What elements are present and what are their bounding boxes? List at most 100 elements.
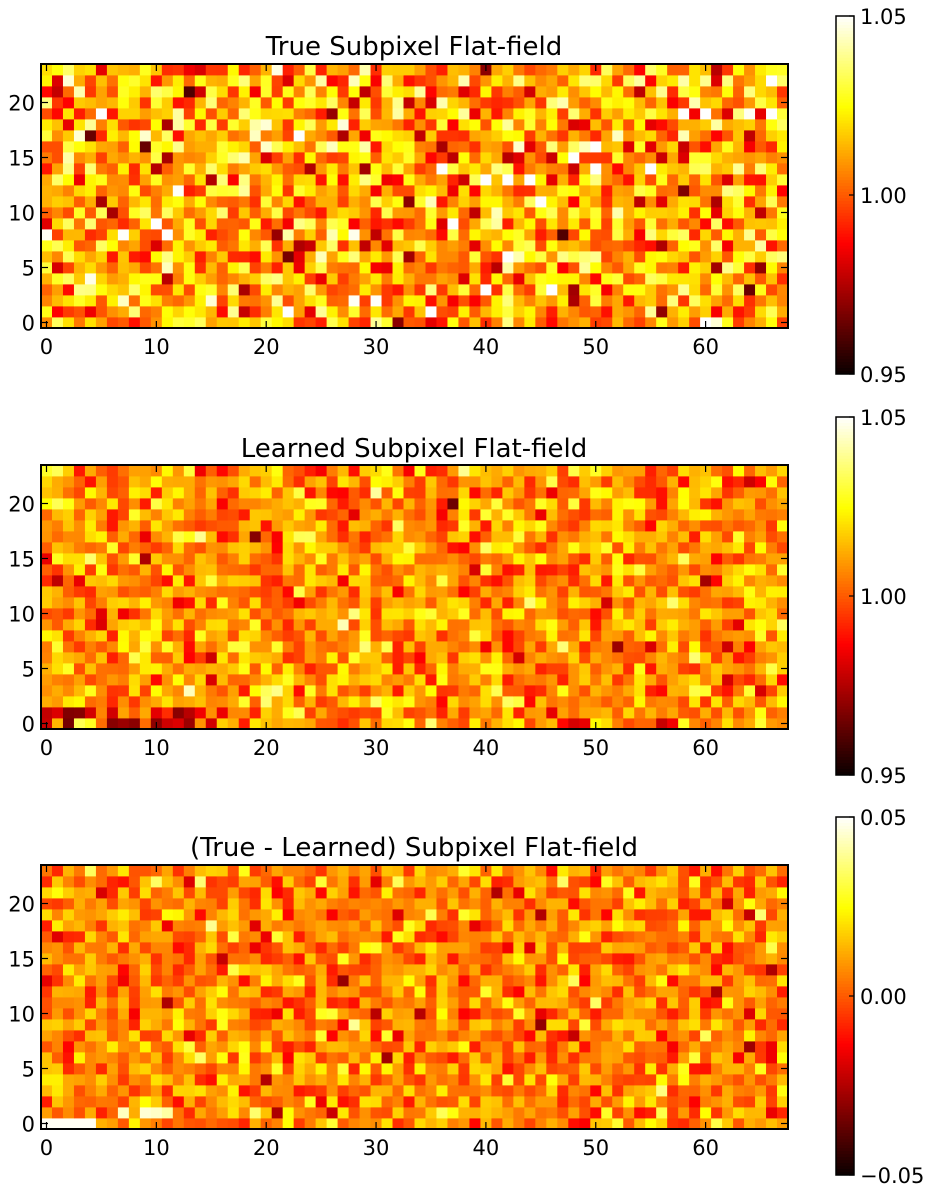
- heatmap-cell: [315, 130, 328, 142]
- heatmap-cell: [161, 207, 174, 219]
- heatmap-cell: [645, 317, 657, 329]
- heatmap-cell: [227, 284, 240, 296]
- heatmap-cell: [106, 942, 119, 954]
- heatmap-cell: [733, 185, 745, 197]
- heatmap-cell: [205, 586, 218, 598]
- heatmap-cell: [238, 498, 251, 510]
- heatmap-cell: [62, 920, 75, 932]
- colorbar-segment: [836, 503, 854, 507]
- heatmap-cell: [172, 141, 185, 153]
- heatmap-cell: [579, 542, 591, 554]
- heatmap-cell: [51, 986, 64, 998]
- heatmap-cell: [238, 487, 251, 499]
- heatmap-cell: [667, 284, 679, 296]
- heatmap-cell: [282, 1019, 295, 1031]
- heatmap-cell: [260, 97, 273, 109]
- heatmap-cell: [755, 986, 767, 998]
- heatmap-cell: [722, 685, 734, 697]
- heatmap-cell: [260, 86, 273, 98]
- heatmap-cell: [117, 273, 130, 285]
- heatmap-cell: [51, 663, 64, 675]
- heatmap-cell: [51, 1118, 64, 1130]
- heatmap-cell: [205, 97, 218, 109]
- heatmap-cell: [271, 273, 284, 285]
- heatmap-cell: [392, 64, 404, 76]
- colorbar-segment: [836, 293, 854, 297]
- heatmap-cell: [557, 498, 569, 510]
- heatmap-cell: [755, 975, 767, 987]
- heatmap-cell: [271, 498, 284, 510]
- heatmap-cell: [711, 196, 723, 208]
- colorbar-segment: [836, 48, 854, 53]
- heatmap-cell: [205, 674, 218, 686]
- heatmap-cell: [755, 97, 767, 109]
- heatmap-cell: [150, 975, 163, 987]
- heatmap-cell: [260, 696, 273, 708]
- heatmap-cell: [722, 553, 734, 565]
- heatmap-cell: [436, 465, 448, 477]
- heatmap-cell: [95, 542, 108, 554]
- heatmap-cell: [293, 75, 306, 87]
- heatmap-cell: [557, 564, 569, 576]
- heatmap-cell: [623, 273, 635, 285]
- heatmap-cell: [535, 696, 547, 708]
- heatmap-cell: [469, 964, 481, 976]
- heatmap-cell: [117, 509, 130, 521]
- heatmap-cell: [645, 520, 657, 532]
- heatmap-cell: [238, 1019, 251, 1031]
- colorbar-segment: [836, 718, 854, 722]
- heatmap-cell: [139, 953, 152, 965]
- heatmap-cell: [238, 674, 251, 686]
- heatmap-cell: [128, 317, 141, 329]
- heatmap-cell: [436, 1041, 448, 1053]
- heatmap-cell: [777, 1085, 789, 1097]
- heatmap-cell: [546, 663, 558, 675]
- colorbar-segment: [836, 721, 854, 725]
- heatmap-cell: [359, 1096, 371, 1108]
- heatmap-cell: [150, 986, 163, 998]
- heatmap-cell: [777, 1030, 789, 1042]
- heatmap-cell: [645, 1052, 657, 1064]
- heatmap-cell: [458, 652, 470, 664]
- heatmap-cell: [392, 531, 404, 543]
- heatmap-cell: [546, 218, 558, 230]
- heatmap-cell: [381, 152, 393, 164]
- heatmap-cell: [227, 75, 240, 87]
- heatmap-cell: [392, 476, 404, 488]
- heatmap-cell: [612, 942, 624, 954]
- heatmap-cell: [293, 718, 306, 730]
- heatmap-cell: [645, 284, 657, 296]
- heatmap-cell: [722, 1052, 734, 1064]
- heatmap-cell: [744, 630, 756, 642]
- heatmap-cell: [106, 663, 119, 675]
- colorbar-segment: [836, 221, 854, 226]
- heatmap-cell: [271, 619, 284, 631]
- colorbar-segment: [836, 162, 854, 166]
- heatmap-cell: [645, 1096, 657, 1108]
- heatmap-cell: [73, 317, 86, 329]
- heatmap-cell: [51, 196, 64, 208]
- heatmap-cell: [238, 630, 251, 642]
- heatmap-cell: [612, 542, 624, 554]
- heatmap-cell: [271, 218, 284, 230]
- heatmap-cell: [381, 920, 393, 932]
- heatmap-cell: [304, 531, 317, 543]
- heatmap-cell: [293, 520, 306, 532]
- heatmap-cell: [557, 207, 569, 219]
- heatmap-cell: [711, 920, 723, 932]
- heatmap-cell: [722, 707, 734, 719]
- colorbar-segment: [836, 212, 854, 217]
- heatmap-cell: [403, 586, 415, 598]
- heatmap-cell: [524, 207, 536, 219]
- heatmap-cell: [711, 630, 723, 642]
- heatmap-cell: [117, 718, 130, 730]
- heatmap-cell: [216, 152, 229, 164]
- heatmap-cell: [733, 718, 745, 730]
- heatmap-cell: [722, 630, 734, 642]
- heatmap-cell: [128, 953, 141, 965]
- colorbar-tick-label: 1.05: [860, 406, 907, 430]
- heatmap-cell: [183, 251, 196, 263]
- heatmap-cell: [392, 273, 404, 285]
- colorbar-tick-label: 0.95: [860, 764, 907, 788]
- heatmap-cell: [502, 163, 514, 175]
